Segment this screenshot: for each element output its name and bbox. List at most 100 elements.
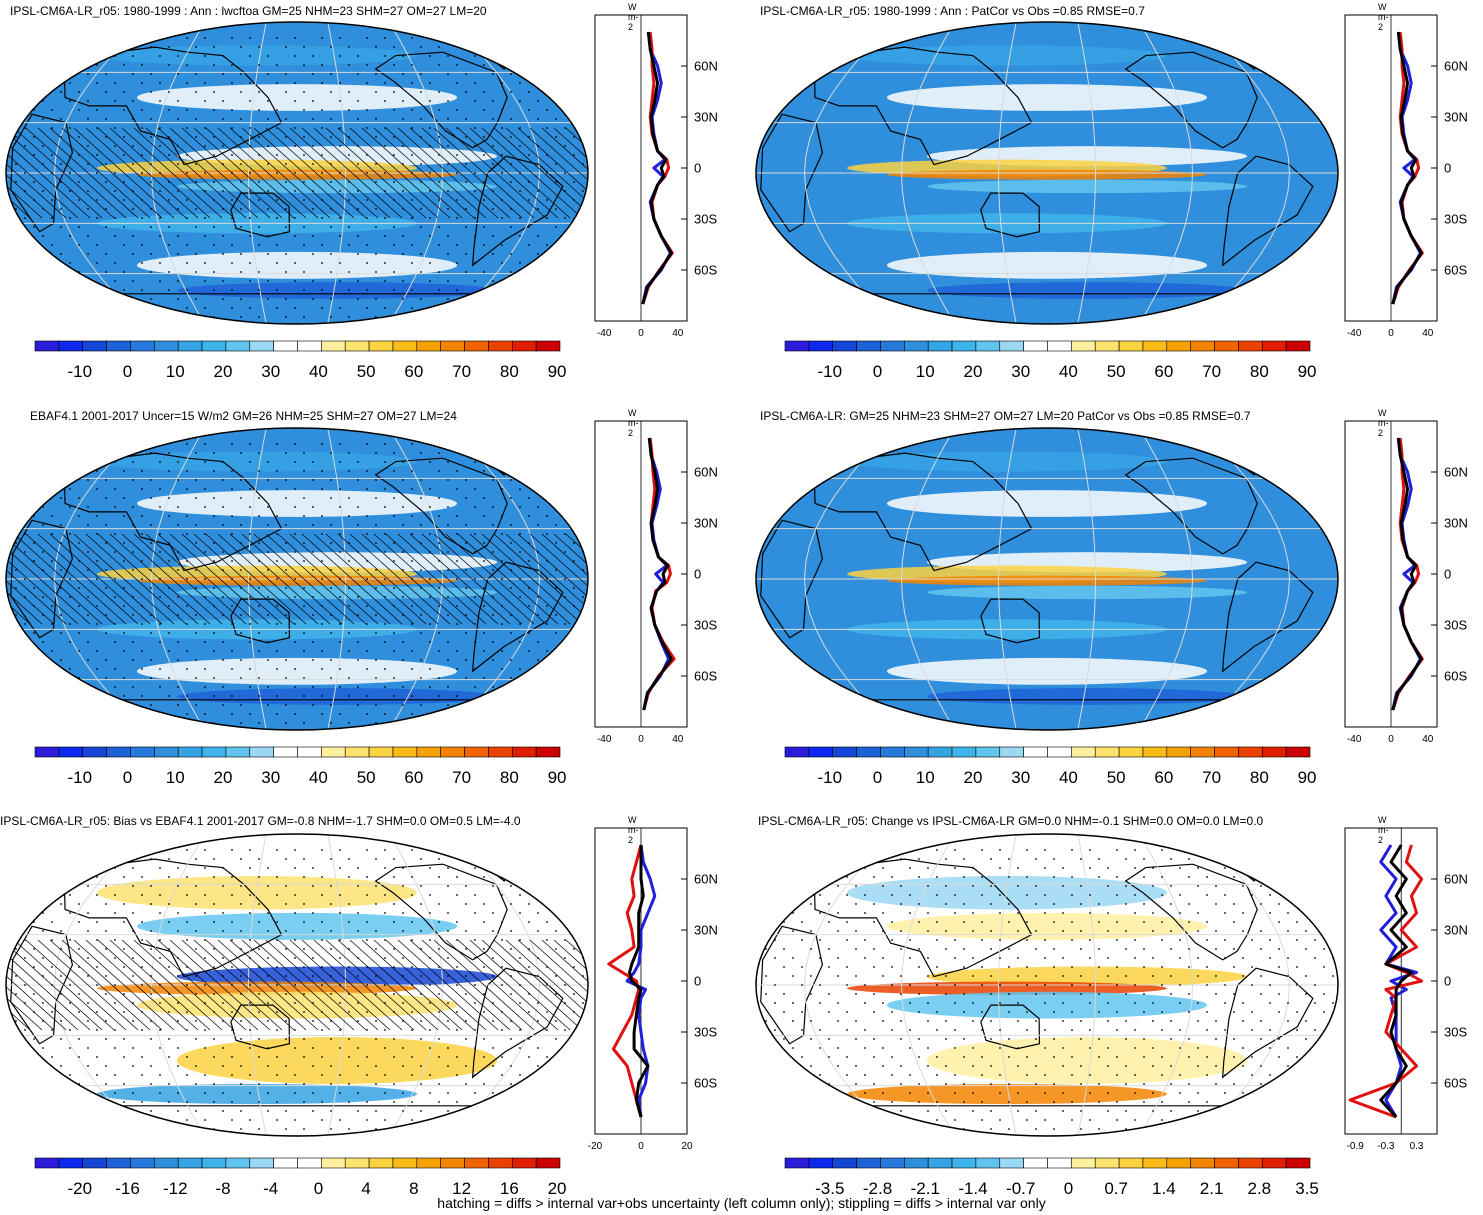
colorbar-swatch (154, 340, 179, 352)
graticule-lon (53, 834, 144, 1136)
lat-tick-label: 60N (694, 464, 718, 480)
panel-title: IPSL-CM6A-LR_r05: 1980-1999 : Ann : lwcf… (10, 4, 487, 18)
colorbar-tick-label: 70 (452, 768, 472, 787)
lat-tick-label: 0 (694, 566, 702, 582)
colorbar-swatch (416, 746, 441, 758)
colorbar (784, 746, 1311, 758)
colorbar-tick-label: -10 (817, 768, 843, 787)
field-band (886, 657, 1208, 685)
coastline (1124, 863, 1258, 961)
lat-tick-label: 60S (694, 1075, 718, 1091)
colorbar-swatch (535, 746, 561, 758)
field-band (886, 912, 1208, 940)
field-band (886, 991, 1208, 1019)
colorbar-tick-label: -4 (263, 1179, 279, 1198)
graticule-lon (327, 22, 347, 324)
coastline (813, 452, 1033, 572)
lat-tick-label: 30S (694, 1024, 718, 1040)
colorbar-swatch (130, 746, 155, 758)
field-band (176, 1037, 498, 1084)
colorbar-swatch (416, 340, 441, 352)
colorbar-tick-label: 70 (1202, 768, 1222, 787)
field-band (96, 1083, 418, 1105)
colorbar-swatch (34, 746, 60, 758)
colorbar-tick-label: 2.1 (1199, 1179, 1224, 1198)
colorbar-tick-label: 80 (499, 362, 519, 381)
colorbar (34, 340, 561, 352)
map-border (755, 833, 1339, 1137)
hatching (6, 127, 588, 219)
coastline (980, 192, 1041, 238)
lat-tick-label: 30N (694, 515, 718, 531)
colorbar-tick-label: 30 (1011, 768, 1031, 787)
colorbar-swatch (201, 340, 227, 352)
graticule-lon (803, 428, 894, 730)
hatching (6, 939, 588, 1031)
colorbar-tick-label: 40 (308, 362, 328, 381)
colorbar-swatch (249, 746, 274, 758)
colorbar-swatch (784, 1157, 810, 1169)
graticule-lon (327, 834, 347, 1136)
field-band (176, 179, 498, 194)
colorbar-swatch (82, 746, 107, 758)
colorbar (784, 340, 1311, 352)
colorbar-tick-label: 90 (547, 768, 567, 787)
colorbar-swatch (368, 746, 394, 758)
zonal-x-tick-label: -40 (1346, 734, 1362, 745)
colorbar-tick-label: 0 (313, 1179, 324, 1198)
colorbar-swatch (464, 1157, 489, 1169)
coastline (1221, 967, 1314, 1079)
field-band (136, 251, 458, 279)
map-border (5, 427, 589, 731)
hatching (6, 533, 588, 625)
map-border (5, 833, 589, 1137)
colorbar-swatch (392, 1157, 418, 1169)
zonal-x-tick-label: -0.3 (1377, 1141, 1395, 1152)
zonal-mean-plot (594, 827, 688, 1135)
colorbar-tick-label: 80 (499, 768, 519, 787)
field-band (96, 875, 418, 910)
colorbar-tick-label: 30 (1011, 362, 1031, 381)
zonal-x-tick-label: 0 (638, 1141, 644, 1152)
colorbar-swatch (904, 746, 929, 758)
zonal-x-tick-label: 0.3 (1409, 1141, 1424, 1152)
colorbar-tick-label: 1.4 (1152, 1179, 1176, 1198)
colorbar (34, 1157, 561, 1169)
panel-title: IPSL-CM6A-LR_r05: Change vs IPSL-CM6A-LR… (758, 814, 1264, 828)
graticule-lon (388, 834, 444, 1136)
field-band (136, 575, 458, 586)
lat-tick-label: 30N (1444, 922, 1468, 938)
colorbar-swatch (177, 1157, 203, 1169)
colorbar-swatch (904, 340, 929, 352)
colorbar-swatch (225, 340, 251, 352)
colorbar-swatch (1214, 1157, 1239, 1169)
colorbar-swatch (177, 340, 203, 352)
lat-tick-label: 0 (694, 160, 702, 176)
coastline (980, 598, 1041, 644)
colorbar-swatch (273, 746, 298, 758)
world-map (5, 427, 589, 731)
zonal-unit-label: W m-2 (1378, 2, 1389, 32)
colorbar-swatch (344, 746, 370, 758)
colorbar-swatch (321, 746, 346, 758)
zonal-unit-label: W m-2 (628, 2, 639, 32)
colorbar-swatch (440, 746, 465, 758)
coastline (1221, 155, 1314, 267)
map-border (755, 21, 1339, 325)
graticule-lon (900, 22, 956, 324)
colorbar-tick-label: -20 (67, 1179, 93, 1198)
colorbar-tick-label: 4 (361, 1179, 371, 1198)
field-band (886, 575, 1208, 586)
colorbar-swatch (1094, 340, 1120, 352)
graticule-lon (900, 428, 956, 730)
lat-tick-label: 60N (694, 871, 718, 887)
zonal-series-total (641, 31, 673, 305)
field-band (176, 688, 498, 705)
colorbar-swatch (999, 746, 1024, 758)
colorbar-swatch (130, 1157, 155, 1169)
colorbar-swatch (784, 746, 810, 758)
colorbar-tick-label: 80 (1249, 362, 1269, 381)
colorbar-swatch (511, 746, 537, 758)
colorbar-swatch (201, 1157, 227, 1169)
zonal-mean-plot (1344, 827, 1438, 1135)
